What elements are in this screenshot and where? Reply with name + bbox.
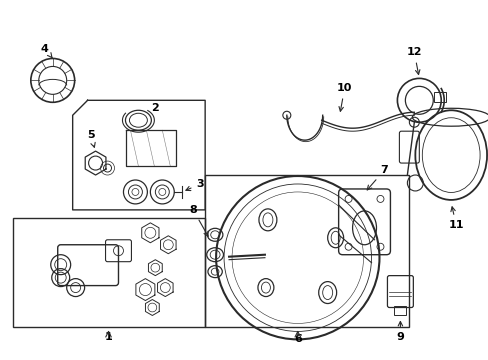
Text: 5: 5 <box>86 130 95 147</box>
Bar <box>394 306 406 315</box>
Text: 9: 9 <box>396 321 404 342</box>
Text: 7: 7 <box>366 165 387 190</box>
Text: 10: 10 <box>336 84 351 111</box>
Text: 11: 11 <box>447 207 463 230</box>
Bar <box>13 218 205 328</box>
Text: 12: 12 <box>406 48 421 75</box>
Text: 8: 8 <box>189 205 208 236</box>
Text: 3: 3 <box>185 179 203 190</box>
Text: 6: 6 <box>293 334 301 345</box>
Bar <box>433 92 446 102</box>
Text: 4: 4 <box>41 44 53 58</box>
Text: 2: 2 <box>151 103 159 113</box>
Bar <box>205 175 408 328</box>
Text: 1: 1 <box>104 332 112 342</box>
